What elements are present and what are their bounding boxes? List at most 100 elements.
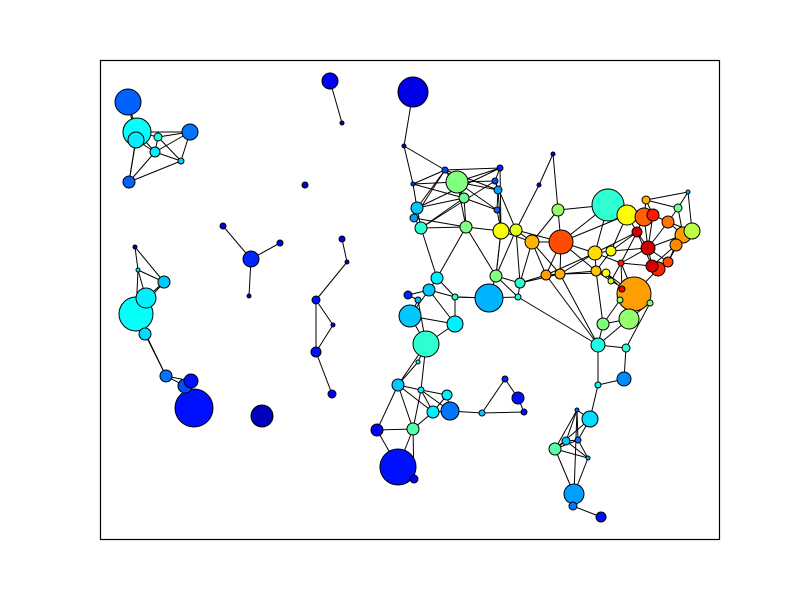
graph-node <box>446 315 464 333</box>
graph-edge <box>495 229 517 277</box>
graph-edge <box>412 389 422 430</box>
graph-edge <box>565 409 578 442</box>
graph-node <box>491 177 499 185</box>
graph-node <box>391 378 405 392</box>
graph-edge <box>420 227 438 279</box>
graph-edge <box>420 180 496 229</box>
graph-edge <box>444 167 501 171</box>
graph-node <box>310 346 322 358</box>
graph-node <box>669 238 683 252</box>
graph-node <box>177 157 185 165</box>
graph-node <box>617 259 625 267</box>
graph-node <box>153 132 163 142</box>
nodes-layer <box>114 72 701 523</box>
graph-edge <box>413 217 467 228</box>
graph-edge <box>645 199 679 209</box>
graph-edge <box>499 167 502 232</box>
graph-edge <box>436 226 467 279</box>
graph-node <box>397 76 429 108</box>
graph-node <box>496 164 504 172</box>
graph-edge <box>134 246 139 271</box>
graph-node <box>616 276 652 312</box>
graph-node <box>548 442 562 456</box>
graph-edge <box>412 169 446 185</box>
graph-edge <box>538 153 554 186</box>
graph-node <box>401 143 407 149</box>
graph-edge <box>397 384 434 413</box>
graph-node <box>514 293 522 301</box>
graph-edge <box>554 409 578 450</box>
graph-node <box>594 381 602 389</box>
graph-node <box>338 235 346 243</box>
graph-node <box>645 259 659 273</box>
graph-node <box>122 175 136 189</box>
graph-node <box>524 234 540 250</box>
graph-node <box>492 222 510 240</box>
graph-node <box>520 408 528 416</box>
graph-node <box>605 245 617 257</box>
graph-edge <box>559 273 599 346</box>
graph-node <box>673 203 683 213</box>
graph-edge <box>157 136 182 162</box>
graph-node <box>685 189 691 195</box>
graph-edge <box>481 411 525 414</box>
graph-node <box>493 185 503 195</box>
graph-node <box>440 401 460 421</box>
graph-edge <box>128 160 182 183</box>
graph-edge <box>515 229 521 284</box>
graph-node <box>379 448 417 486</box>
graph-node <box>631 226 643 238</box>
graph-node <box>554 268 566 280</box>
graph-node <box>590 265 602 277</box>
graph-edge <box>573 409 578 495</box>
graph-node <box>415 359 421 365</box>
graph-edge <box>552 153 559 211</box>
graph-node <box>607 277 615 285</box>
graph-node <box>135 267 141 273</box>
graph-node <box>474 283 504 313</box>
graph-node <box>276 239 284 247</box>
graph-node <box>551 203 565 217</box>
graph-node <box>127 131 145 149</box>
graph-node <box>412 330 440 358</box>
graph-node <box>159 369 173 383</box>
graph-edge <box>403 145 414 185</box>
graph-edge <box>420 226 467 229</box>
graph-edge <box>545 252 596 276</box>
graph-node <box>585 455 591 461</box>
graph-node <box>548 229 574 255</box>
graph-node <box>370 423 384 437</box>
graph-node <box>219 222 227 230</box>
graph-node <box>414 296 422 304</box>
graph-node <box>157 275 171 289</box>
graph-node <box>458 192 470 204</box>
graph-node <box>640 240 656 256</box>
graph-edge <box>645 191 689 201</box>
graph-node <box>621 343 631 353</box>
graph-node <box>339 120 345 126</box>
graph-node <box>616 204 638 226</box>
graph-node <box>540 269 552 281</box>
graph-node <box>550 151 556 157</box>
graph-edge <box>412 183 465 199</box>
graph-node <box>662 256 674 268</box>
graph-node <box>311 295 321 305</box>
graph-node <box>149 146 161 158</box>
graph-node <box>646 299 654 307</box>
graph-node <box>514 277 526 289</box>
graph-edge <box>315 299 334 326</box>
graph-node <box>242 250 260 268</box>
graph-edge <box>517 296 599 346</box>
graph-node <box>478 409 486 417</box>
graph-node <box>409 474 419 484</box>
graph-node <box>174 388 214 428</box>
graph-edge <box>341 238 348 263</box>
graph-edge <box>463 197 498 211</box>
graph-edge <box>416 197 465 209</box>
graph-edge <box>128 151 156 183</box>
graph-edge <box>403 145 446 171</box>
graph-node <box>661 215 675 229</box>
graph-node <box>489 269 503 283</box>
graph-node <box>138 327 152 341</box>
